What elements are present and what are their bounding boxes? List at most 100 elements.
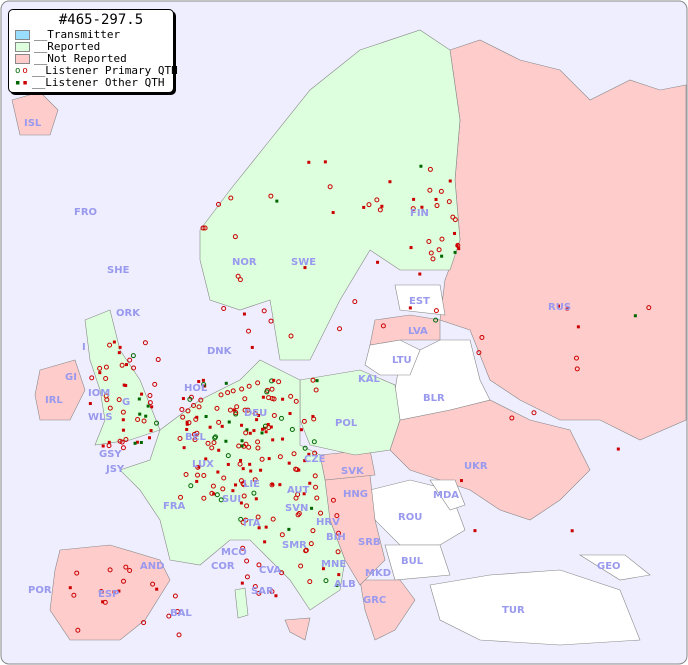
listener-other-marker (254, 497, 258, 501)
listener-other-marker (204, 414, 208, 418)
listener-other-marker (197, 380, 201, 384)
listener-primary-marker (123, 437, 129, 443)
listener-primary-marker (242, 407, 248, 413)
listener-other-marker (224, 439, 228, 443)
country-georgia (578, 554, 651, 581)
country-labels: ISL FRO SHE ORK NOR SWE FIN EST LVA LTU KAL RUS BLR D… (24, 118, 621, 619)
listener-primary-marker (302, 445, 308, 451)
listener-primary-marker (268, 193, 274, 199)
listener-primary-marker (314, 495, 320, 501)
listener-other-marker (248, 462, 252, 466)
listener-primary-marker (131, 365, 137, 371)
listener-primary-marker (234, 404, 240, 410)
listener-primary-marker (244, 558, 250, 564)
listener-other-marker (185, 422, 189, 426)
listener-primary-marker (232, 234, 238, 240)
listener-primary-marker (278, 415, 284, 421)
listener-primary-marker (179, 406, 185, 412)
listener-other-marker (266, 422, 270, 426)
listener-primary-marker (439, 236, 445, 242)
listener-other-marker (137, 397, 141, 401)
listener-other-marker (278, 483, 282, 487)
listener-primary-marker (531, 410, 537, 416)
country-label-hrv: HRV (316, 517, 340, 528)
legend-primary: o o __Listener Primary QTH (9, 65, 178, 77)
listener-other-marker (217, 448, 221, 452)
listener-other-marker (231, 489, 235, 493)
listener-other-marker (197, 465, 201, 469)
listener-primary-marker (377, 207, 383, 213)
listener-primary-marker (202, 225, 208, 231)
listener-primary-marker (228, 195, 234, 201)
country-label-cor: COR (211, 561, 235, 572)
listener-primary-marker (266, 395, 272, 401)
listener-other-marker (303, 459, 307, 463)
listener-primary-marker (188, 483, 194, 489)
listener-primary-marker (246, 444, 252, 450)
listener-primary-marker (301, 418, 307, 424)
listener-primary-marker (479, 334, 485, 340)
listener-primary-marker (279, 570, 285, 576)
listener-primary-marker (269, 386, 275, 392)
listener-other-marker (125, 363, 129, 367)
listener-other-marker (565, 307, 569, 311)
listener-primary-marker (313, 387, 319, 393)
country-label-mco: MCO (221, 547, 247, 558)
listener-other-marker (420, 205, 424, 209)
listener-primary-marker (244, 503, 250, 509)
listener-other-marker (302, 492, 306, 496)
listener-other-marker (118, 345, 122, 349)
country-sardinia (234, 587, 249, 619)
listener-other-marker (264, 525, 268, 529)
country-label-cze: CZE (304, 454, 326, 465)
listener-primary-marker (166, 613, 172, 619)
listener-primary-marker (155, 357, 161, 363)
country-great-britain (84, 309, 161, 446)
listener-primary-marker (243, 430, 249, 436)
listener-primary-marker (352, 299, 358, 305)
listener-primary-marker (271, 413, 277, 419)
legend-label: __Listener Primary QTH (32, 64, 178, 77)
country-scandinavia (199, 29, 461, 361)
listener-other-marker (274, 594, 278, 598)
listener-other-marker (459, 479, 463, 483)
country-label-bih: BIH (326, 532, 346, 543)
listener-other-marker (122, 383, 126, 387)
listener-other-marker (267, 457, 271, 461)
listener-other-marker (139, 440, 143, 444)
listener-other-marker (148, 436, 152, 440)
listener-primary-marker (103, 393, 109, 399)
country-label-pol: POL (335, 418, 358, 429)
listener-other-marker (315, 379, 319, 383)
listener-other-marker (140, 392, 144, 396)
listener-primary-marker (410, 206, 416, 212)
listener-other-marker (388, 180, 392, 184)
listener-primary-marker (209, 445, 215, 451)
country-label-fin: FIN (410, 208, 429, 219)
legend-label: __Not Reported (34, 52, 127, 65)
listener-primary-marker (187, 396, 193, 402)
listener-other-marker (252, 429, 256, 433)
country-bulgaria (384, 544, 451, 581)
country-estonia (394, 284, 446, 316)
listener-other-marker (281, 397, 285, 401)
listener-other-marker (275, 199, 279, 203)
listener-primary-marker (261, 308, 267, 314)
legend-reported: __Reported (9, 41, 173, 53)
listener-primary-marker (295, 491, 301, 497)
listener-primary-marker (89, 375, 95, 381)
country-label-mda: MDA (433, 490, 459, 501)
listener-primary-marker (427, 187, 433, 193)
listener-primary-marker (209, 490, 215, 496)
country-turkey (429, 569, 641, 646)
listener-primary-marker (255, 380, 261, 386)
country-label-alb: ALB (334, 579, 356, 590)
listener-primary-marker (428, 250, 434, 256)
listener-primary-marker (246, 328, 252, 334)
legend-other: ▪ ▪ __Listener Other QTH (9, 77, 173, 89)
country-label-bel: BEL (185, 432, 206, 443)
listener-primary-marker (119, 362, 125, 368)
listener-primary-marker (230, 388, 236, 394)
listener-primary-marker (152, 381, 158, 387)
listener-other-marker (271, 438, 275, 442)
